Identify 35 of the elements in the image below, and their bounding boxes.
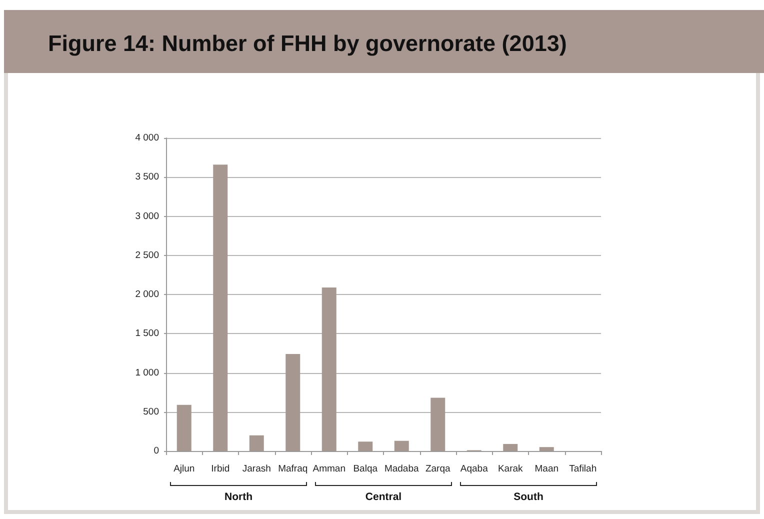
x-tick-label: Amman [312,464,346,474]
x-tick-label: Karak [498,464,524,474]
text: Central [365,491,402,503]
bar [394,440,409,451]
y-tick-label: 500 [143,406,159,418]
x-tick-label: Aqaba [460,464,489,474]
x-tick-label: Zarqa [425,464,451,474]
y-tick-label: 4 000 [135,132,159,144]
y-tick-label: 1 000 [135,367,159,378]
text: North [224,491,252,503]
bar [176,404,192,451]
x-tick-label: Jarash [242,464,271,474]
bar [358,442,373,451]
bar [322,287,336,451]
text: South [514,491,544,503]
bar [286,354,300,451]
x-tick-label: Irbid [211,464,230,474]
x-tick-label: Maan [534,464,559,474]
bar [430,398,446,451]
bar [539,447,554,451]
bar [503,444,518,451]
y-tick-label: 2 000 [135,289,159,300]
y-tick-label: 0 [154,446,159,456]
bar [249,435,264,451]
x-tick-label: Balqa [353,464,378,474]
x-tick-label: Madaba [384,464,420,474]
y-tick-label: 1 500 [135,328,159,340]
x-tick-label: Tafilah [569,464,597,474]
x-tick-label: Mafraq [278,464,308,474]
x-tick-label: Ajlun [174,464,195,474]
y-tick-label: 2 500 [135,250,159,261]
y-tick-label: 3 500 [135,172,159,183]
bar [213,164,228,451]
chart-title: Figure 14: Number of FHH by governorate (2013) [48,31,567,57]
y-tick-label: 3 000 [135,210,159,222]
